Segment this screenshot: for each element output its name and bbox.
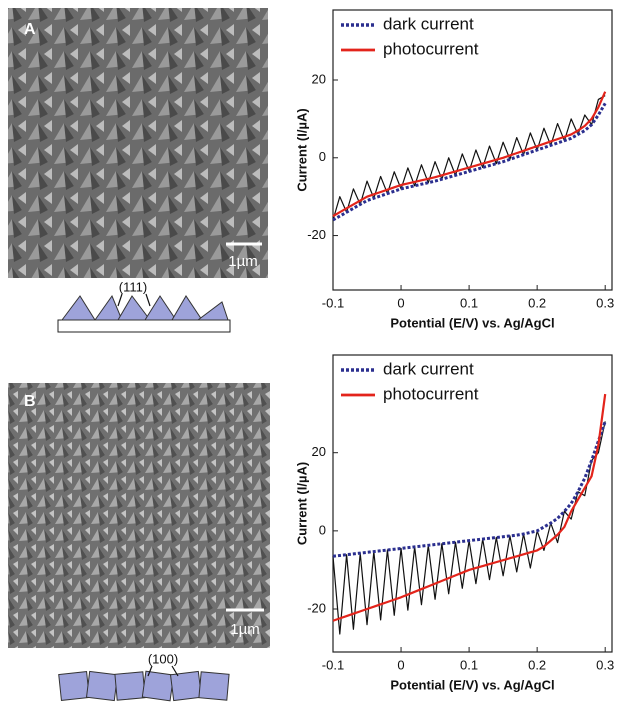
x-tick-label: 0 xyxy=(397,657,404,672)
x-tick-label: 0.2 xyxy=(528,657,546,672)
legend-label: photocurrent xyxy=(383,39,479,58)
y-axis-label: Current (I/µA) xyxy=(294,108,309,191)
y-axis-label: Current (I/µA) xyxy=(294,462,309,545)
y-tick-label: 0 xyxy=(319,149,326,164)
x-tick-label: 0.3 xyxy=(596,657,614,672)
y-tick-label: 20 xyxy=(312,71,326,86)
y-tick-label: 0 xyxy=(319,522,326,537)
crystal-schematic xyxy=(61,294,229,321)
data-line xyxy=(332,95,606,221)
panel-label: A xyxy=(24,21,36,38)
crystal-schematic xyxy=(58,670,230,702)
data-line xyxy=(332,102,607,222)
plot-frame xyxy=(332,354,613,653)
panel-label: B xyxy=(24,393,36,410)
scale-bar-label: 1µm xyxy=(230,621,259,638)
y-tick-label: -20 xyxy=(307,227,326,242)
data-line xyxy=(332,420,607,558)
legend-label: dark current xyxy=(383,359,474,378)
scale-bar-label: 1µm xyxy=(228,253,257,270)
legend-label: photocurrent xyxy=(383,384,479,403)
x-tick-label: 0.1 xyxy=(460,657,478,672)
data-line xyxy=(332,393,607,622)
data-line xyxy=(332,91,607,218)
facet-label: (100) xyxy=(148,651,178,666)
x-tick-label: 0.1 xyxy=(460,295,478,310)
facet-arrow xyxy=(147,665,179,677)
y-tick-label: 20 xyxy=(312,444,326,459)
x-tick-label: 0.2 xyxy=(528,295,546,310)
x-tick-label: 0.3 xyxy=(596,295,614,310)
y-tick-label: -20 xyxy=(307,600,326,615)
facet-label: (111) xyxy=(119,279,147,294)
plot-frame xyxy=(332,9,613,291)
facet-arrow xyxy=(117,293,151,307)
sem-image xyxy=(8,383,270,648)
x-axis-label: Potential (E/V) vs. Ag/AgCl xyxy=(390,677,554,692)
x-tick-label: -0.1 xyxy=(322,295,344,310)
x-tick-label: -0.1 xyxy=(322,657,344,672)
substrate xyxy=(57,319,231,333)
x-tick-label: 0 xyxy=(397,295,404,310)
legend-label: dark current xyxy=(383,14,474,33)
sem-image xyxy=(8,8,268,278)
x-axis-label: Potential (E/V) vs. Ag/AgCl xyxy=(390,315,554,330)
